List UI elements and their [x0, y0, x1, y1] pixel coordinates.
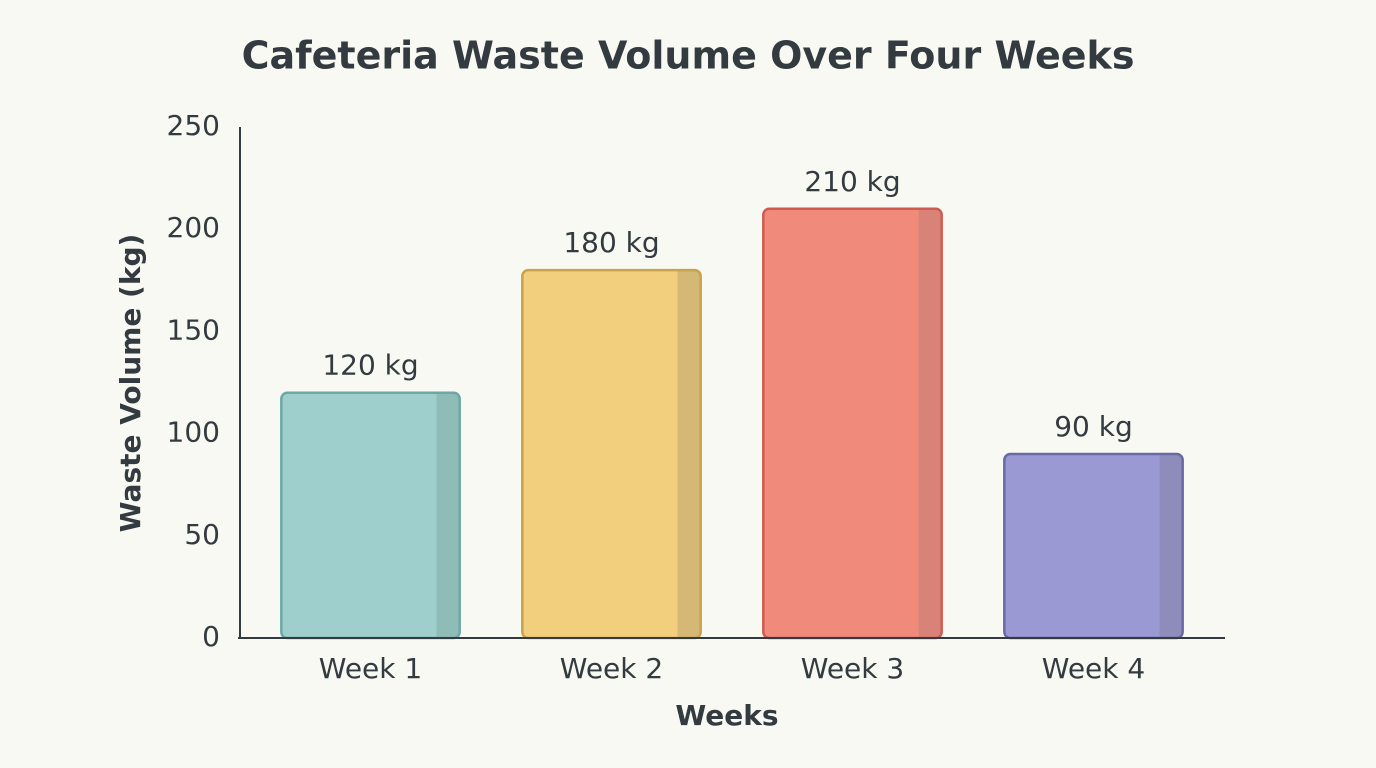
- bar: [1003, 452, 1184, 640]
- chart-title: Cafeteria Waste Volume Over Four Weeks: [242, 34, 1135, 78]
- value-label: 90 kg: [1054, 410, 1133, 443]
- bar: [762, 207, 943, 640]
- y-tick-label: 250: [167, 109, 220, 142]
- bar: [280, 391, 461, 640]
- x-tick-label: Week 4: [1042, 652, 1145, 685]
- bar: [521, 268, 702, 640]
- y-tick-label: 100: [167, 416, 220, 449]
- y-tick-label: 0: [202, 620, 220, 653]
- x-tick-label: Week 3: [801, 652, 904, 685]
- y-tick-label: 50: [184, 518, 220, 551]
- x-tick-label: Week 1: [319, 652, 422, 685]
- value-label: 180 kg: [563, 226, 659, 259]
- value-label: 120 kg: [322, 349, 418, 382]
- x-axis-label: Weeks: [675, 699, 778, 732]
- y-tick-label: 150: [167, 313, 220, 346]
- value-label: 210 kg: [804, 165, 900, 198]
- y-axis-label: Waste Volume (kg): [114, 234, 147, 533]
- x-tick-label: Week 2: [560, 652, 663, 685]
- y-tick-label: 200: [167, 211, 220, 244]
